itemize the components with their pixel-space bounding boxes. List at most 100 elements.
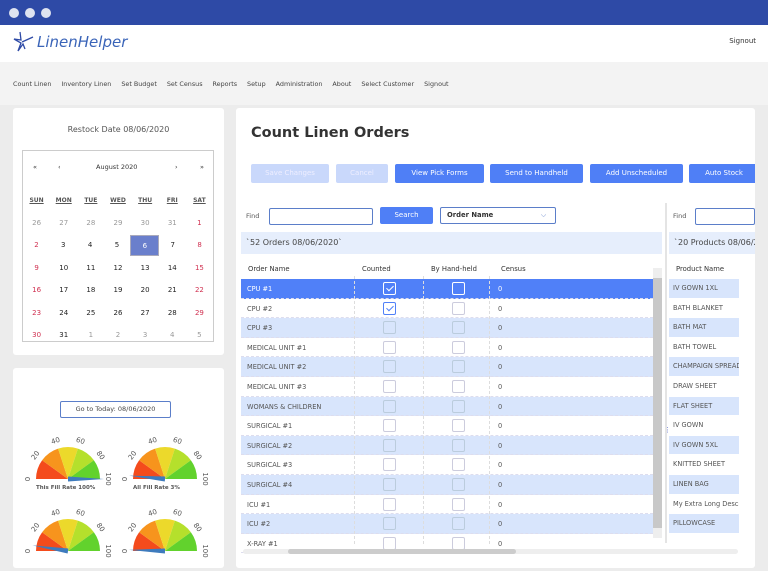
signout-link[interactable]: Signout bbox=[729, 37, 756, 45]
calendar-day[interactable]: 3 bbox=[142, 331, 148, 340]
product-row[interactable]: DRAW SHEET bbox=[669, 377, 739, 397]
calendar-day[interactable]: 23 bbox=[32, 308, 42, 317]
search-input[interactable] bbox=[269, 208, 373, 225]
calendar-day[interactable]: 28 bbox=[86, 218, 96, 227]
product-row[interactable]: CHAMPAIGN SPREAD bbox=[669, 357, 739, 377]
product-row[interactable]: BATH BLANKET bbox=[669, 299, 739, 319]
calendar-day[interactable]: 15 bbox=[194, 263, 204, 272]
calendar-day[interactable]: 12 bbox=[113, 263, 123, 272]
handheld-checkbox[interactable] bbox=[452, 419, 465, 433]
table-row[interactable]: SURGICAL #2 0 bbox=[241, 435, 653, 456]
nav-set-census[interactable]: Set Census bbox=[166, 79, 203, 88]
calendar-day[interactable]: 1 bbox=[88, 331, 94, 340]
view-pick-forms-button[interactable]: View Pick Forms bbox=[395, 164, 484, 183]
vertical-scrollbar[interactable] bbox=[653, 268, 662, 538]
product-name-header[interactable]: Product Name bbox=[676, 265, 725, 273]
nav-set-budget[interactable]: Set Budget bbox=[121, 79, 157, 88]
next-month-icon[interactable]: › bbox=[175, 163, 178, 171]
window-dot[interactable] bbox=[41, 8, 51, 18]
scrollbar-thumb[interactable] bbox=[653, 278, 662, 528]
calendar-day[interactable]: 18 bbox=[86, 286, 96, 295]
calendar-day[interactable]: 30 bbox=[140, 218, 150, 227]
product-row[interactable]: KNITTED SHEET bbox=[669, 455, 739, 475]
calendar-day[interactable]: 21 bbox=[167, 286, 177, 295]
last-icon[interactable]: » bbox=[200, 163, 204, 171]
search-button[interactable]: Search bbox=[380, 207, 433, 224]
handheld-checkbox[interactable] bbox=[452, 438, 465, 452]
calendar-day[interactable]: 27 bbox=[59, 218, 69, 227]
counted-checkbox[interactable] bbox=[383, 419, 396, 433]
nav-count-linen[interactable]: Count Linen bbox=[13, 79, 52, 88]
counted-checkbox[interactable] bbox=[383, 536, 396, 550]
handheld-checkbox[interactable] bbox=[452, 458, 465, 472]
calendar-day[interactable]: 5 bbox=[114, 241, 120, 250]
counted-checkbox[interactable] bbox=[383, 340, 396, 354]
table-row[interactable]: MEDICAL UNIT #2 0 bbox=[241, 357, 653, 377]
sort-select[interactable]: Order Name ⌵ bbox=[440, 207, 556, 224]
column-header[interactable]: Census bbox=[501, 265, 526, 273]
calendar-day[interactable]: 31 bbox=[59, 331, 69, 340]
counted-checkbox[interactable] bbox=[383, 360, 396, 374]
cancel-button[interactable]: Cancel bbox=[336, 164, 388, 183]
handheld-checkbox[interactable] bbox=[452, 517, 465, 531]
nav-reports[interactable]: Reports bbox=[212, 79, 238, 88]
nav-inventory-linen[interactable]: Inventory Linen bbox=[61, 79, 112, 88]
counted-checkbox[interactable] bbox=[383, 399, 396, 413]
product-row[interactable]: IV GOWN bbox=[669, 416, 739, 436]
column-header[interactable]: Counted bbox=[362, 265, 391, 273]
table-row[interactable]: SURGICAL #1 0 bbox=[241, 416, 653, 436]
calendar-day[interactable]: 29 bbox=[113, 218, 123, 227]
calendar-day[interactable]: 4 bbox=[87, 241, 93, 250]
calendar-day[interactable]: 1 bbox=[197, 218, 202, 227]
table-row[interactable]: WOMANS & CHILDREN 0 bbox=[241, 396, 653, 417]
calendar-day[interactable]: 2 bbox=[34, 241, 39, 250]
table-row[interactable]: CPU #3 0 bbox=[241, 318, 653, 338]
calendar-day[interactable]: 2 bbox=[115, 331, 121, 340]
first-icon[interactable]: « bbox=[33, 163, 37, 171]
nav-about[interactable]: About bbox=[332, 79, 352, 88]
handheld-checkbox[interactable] bbox=[452, 478, 465, 491]
table-row[interactable]: ICU #2 0 bbox=[241, 514, 653, 534]
product-row[interactable]: FLAT SHEET bbox=[669, 396, 739, 417]
calendar-day[interactable]: 3 bbox=[61, 241, 66, 250]
product-row[interactable]: LINEN BAG bbox=[669, 475, 739, 495]
calendar-day[interactable]: 19 bbox=[113, 286, 123, 295]
horizontal-scrollbar[interactable] bbox=[243, 549, 738, 554]
products-search-input[interactable] bbox=[695, 208, 755, 225]
window-dot[interactable] bbox=[25, 8, 35, 18]
handheld-checkbox[interactable] bbox=[452, 321, 465, 335]
scrollbar-thumb[interactable] bbox=[288, 549, 516, 554]
calendar-day[interactable]: 11 bbox=[86, 263, 96, 272]
window-dot[interactable] bbox=[9, 8, 19, 18]
calendar-day[interactable]: 28 bbox=[167, 308, 177, 317]
calendar-day[interactable]: 27 bbox=[140, 308, 150, 317]
calendar-day[interactable]: 26 bbox=[113, 308, 123, 317]
calendar-day[interactable]: 9 bbox=[34, 263, 39, 272]
handheld-checkbox[interactable] bbox=[452, 399, 465, 413]
table-row[interactable]: SURGICAL #3 0 bbox=[241, 455, 653, 475]
handheld-checkbox[interactable] bbox=[452, 282, 465, 295]
calendar-day[interactable]: 10 bbox=[59, 263, 69, 272]
auto-stock-button[interactable]: Auto Stock bbox=[689, 164, 755, 183]
counted-checkbox[interactable] bbox=[383, 438, 396, 452]
calendar-day[interactable]: 24 bbox=[59, 308, 69, 317]
table-row[interactable]: CPU #2 0 bbox=[241, 299, 653, 319]
column-header[interactable]: Order Name bbox=[248, 265, 290, 273]
handheld-checkbox[interactable] bbox=[452, 380, 465, 393]
table-row[interactable]: MEDICAL UNIT #3 0 bbox=[241, 377, 653, 397]
product-row[interactable]: PILLOWCASE bbox=[669, 514, 739, 534]
counted-checkbox[interactable] bbox=[383, 497, 396, 511]
product-row[interactable]: My Extra Long Description bbox=[669, 495, 739, 515]
calendar-day[interactable]: 26 bbox=[32, 218, 42, 227]
calendar-day[interactable]: 5 bbox=[197, 331, 202, 340]
prev-month-icon[interactable]: ‹ bbox=[58, 163, 61, 171]
counted-checkbox[interactable] bbox=[383, 282, 396, 295]
calendar-day[interactable]: 22 bbox=[194, 286, 204, 295]
handheld-checkbox[interactable] bbox=[452, 360, 465, 374]
counted-checkbox[interactable] bbox=[383, 380, 396, 393]
column-header[interactable]: By Hand-held bbox=[431, 265, 477, 273]
table-row[interactable]: MEDICAL UNIT #1 0 bbox=[241, 338, 653, 358]
calendar-day[interactable]: 7 bbox=[170, 241, 175, 250]
nav-administration[interactable]: Administration bbox=[275, 79, 323, 88]
handheld-checkbox[interactable] bbox=[452, 340, 465, 354]
